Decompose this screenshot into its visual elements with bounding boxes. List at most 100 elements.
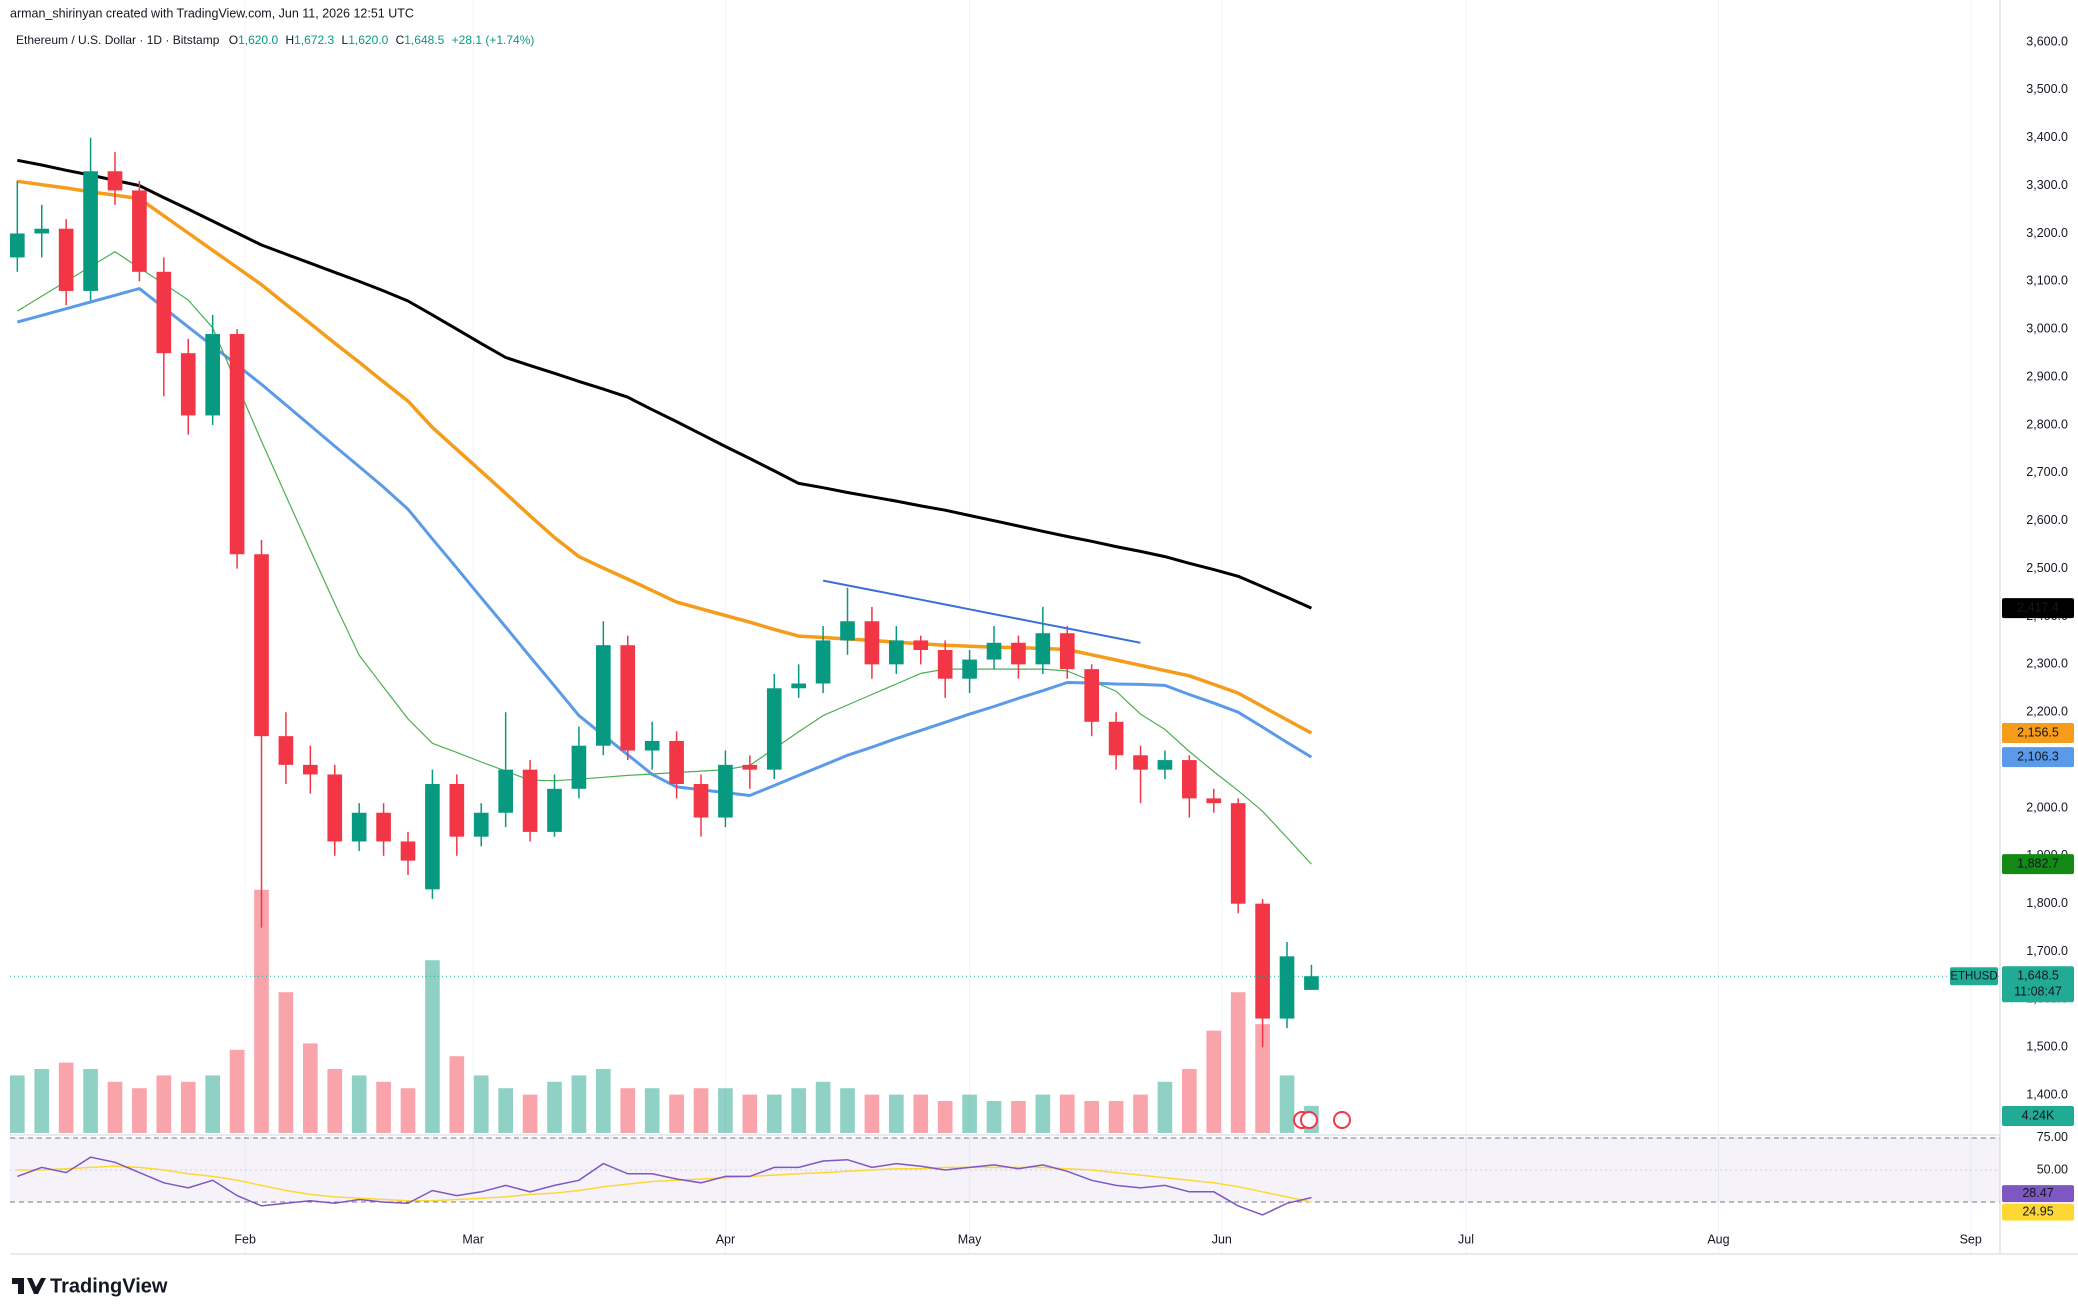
x-tick-label: May (958, 1232, 982, 1246)
legend-key: H (285, 33, 294, 47)
volume-bar (229, 1049, 245, 1133)
volume-bar (644, 1088, 660, 1133)
indicator-line (822, 579, 1141, 644)
candle-body (58, 228, 74, 291)
price-tag-bg (2002, 723, 2074, 744)
volume-bar (303, 1043, 318, 1133)
candle-body (107, 171, 123, 191)
rsi-pane (10, 1137, 2000, 1216)
y-tick-label: 3,200.0 (2026, 226, 2068, 240)
event-icons (1293, 1111, 1351, 1129)
volume-bar (10, 1075, 25, 1133)
legend-key: O (229, 33, 238, 47)
legend-title: Ethereum / U.S. Dollar · 1D · Bitstamp (16, 33, 220, 47)
volume-bar (1108, 1101, 1124, 1133)
candle-body (718, 764, 733, 818)
volume-bar (815, 1081, 831, 1133)
candle-body (1133, 755, 1148, 770)
legend-value: 1,620.0 (238, 33, 278, 47)
legend-value: 1,620.0 (348, 33, 388, 47)
candle-body (1182, 760, 1197, 799)
candle-body (400, 841, 416, 861)
legend-value: 1,672.3 (294, 33, 334, 47)
x-tick-label: Mar (462, 1232, 484, 1246)
volume-bar (254, 889, 269, 1133)
candle-body (1230, 803, 1246, 904)
volume-bar (742, 1094, 758, 1133)
candle-body (962, 659, 977, 679)
candle-body (1011, 642, 1026, 665)
candle-body (10, 233, 25, 258)
candle-body (327, 774, 343, 842)
candle-body (34, 228, 50, 234)
candle-body (498, 769, 513, 813)
volume-bar (156, 1075, 172, 1133)
price-tag: 2,156.5 (2017, 725, 2059, 739)
logo-mark (12, 1278, 46, 1294)
price-tag-bg (2002, 747, 2074, 768)
event-icon (1333, 1111, 1351, 1129)
rsi-tick-label: 50.00 (2037, 1162, 2068, 1176)
volume-bar (962, 1094, 977, 1133)
candle-body (83, 171, 98, 291)
price-tag: 2,417.4 (2017, 600, 2059, 614)
candle-body (1279, 956, 1295, 1019)
candle-body (742, 764, 758, 770)
price-tag-bg (2002, 854, 2074, 875)
volume-bar (1279, 1075, 1295, 1133)
candle-body (522, 769, 538, 832)
price-tag: 28.47 (2022, 1186, 2053, 1200)
volume-bar (1084, 1101, 1100, 1133)
volume-bar (1230, 992, 1246, 1133)
y-tick-label: 3,100.0 (2026, 274, 2068, 288)
volume-bar (1182, 1069, 1197, 1133)
candle-body (840, 621, 855, 641)
volume-bar (278, 992, 294, 1133)
rsi-line (17, 1156, 1312, 1216)
candle-body (596, 645, 611, 746)
volume-bar (937, 1101, 953, 1133)
volume-bar (1255, 1024, 1270, 1133)
volume-bar (180, 1081, 196, 1133)
volume-bar (449, 1056, 465, 1133)
candle-body (180, 353, 196, 416)
x-tick-label: Feb (234, 1232, 256, 1246)
header: arman_shirinyan created with TradingView… (10, 6, 414, 20)
rsi-line (17, 1165, 1312, 1203)
logo: TradingView (12, 1275, 168, 1297)
y-tick-label: 3,300.0 (2026, 178, 2068, 192)
y-tick-label: 2,500.0 (2026, 561, 2068, 575)
y-tick-label: 3,500.0 (2026, 82, 2068, 96)
candle-body (986, 642, 1002, 660)
y-tick-label: 1,800.0 (2026, 896, 2068, 910)
event-icon (1300, 1111, 1318, 1129)
volume-bar (1059, 1094, 1075, 1133)
legend-key: L (342, 33, 349, 47)
candle-body (278, 736, 294, 765)
symbol-tag: ETHUSD (1950, 970, 1997, 982)
candle-body (303, 764, 318, 775)
legend-key: C (396, 33, 405, 47)
volume-bar (1011, 1101, 1026, 1133)
volume-bar (327, 1069, 343, 1133)
candle-body (1084, 669, 1100, 722)
volume-bar (766, 1094, 782, 1133)
volume-bar (58, 1062, 74, 1133)
grid (244, 0, 1972, 1254)
y-tick-label: 2,700.0 (2026, 465, 2068, 479)
candle-body (669, 740, 684, 785)
candle-body (571, 745, 587, 789)
volume-bar (376, 1081, 391, 1133)
candle-body (547, 788, 562, 832)
price-tag: 4.24K (2022, 1108, 2055, 1122)
y-tick-label: 3,000.0 (2026, 322, 2068, 336)
candle-body (889, 640, 904, 665)
candle-body (766, 688, 782, 770)
candle-body (449, 784, 465, 837)
countdown: 11:08:47 (2014, 985, 2062, 999)
price-tag-bg (2002, 966, 2074, 1003)
candle-body (1255, 903, 1270, 1019)
legend: Ethereum / U.S. Dollar · 1D · Bitstamp O… (16, 33, 534, 47)
